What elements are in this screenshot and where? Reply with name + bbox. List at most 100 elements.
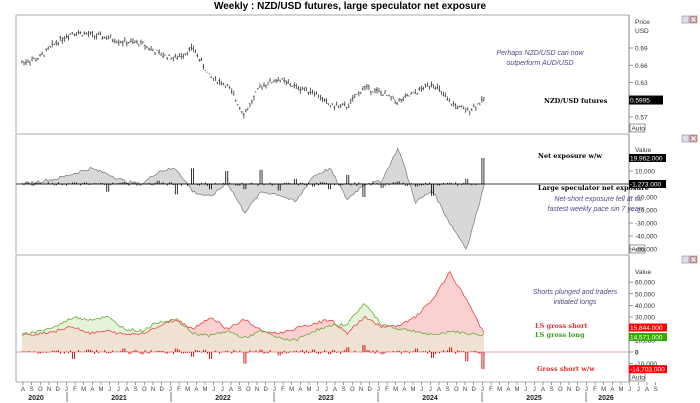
net-tick: -10,000 (635, 195, 657, 202)
price-tick: 0.57 (635, 115, 648, 122)
price-axis-header: Price (635, 19, 650, 26)
svg-text:S: S (446, 387, 450, 393)
year-label: 2023 (318, 395, 334, 402)
gross-tick: 60,000 (635, 280, 655, 287)
svg-text:A: A (437, 387, 441, 393)
svg-text:A: A (333, 387, 337, 393)
svg-text:Auto: Auto (632, 375, 646, 382)
svg-text:F: F (281, 387, 285, 393)
svg-text:N: N (47, 387, 51, 393)
svg-text:A: A (298, 387, 302, 393)
svg-text:USD: USD (635, 28, 649, 35)
auto-scale-button[interactable]: Auto (629, 123, 646, 133)
svg-text:N: N (359, 387, 363, 393)
gross-tick: 50,000 (635, 291, 655, 298)
svg-text:M: M (515, 387, 520, 393)
svg-text:19,962.000: 19,962.000 (630, 156, 663, 163)
gross-short-label: LS gross short (535, 322, 588, 330)
gross-overlap-area (22, 316, 484, 352)
svg-text:D: D (55, 387, 60, 393)
net-tick: -50,000 (635, 247, 657, 254)
maximize-icon[interactable] (681, 255, 690, 264)
auto-scale-button[interactable]: Auto (629, 372, 646, 382)
svg-text:F: F (73, 387, 77, 393)
svg-text:A: A (610, 387, 614, 393)
svg-text:S: S (134, 387, 138, 393)
year-label: 2024 (422, 395, 438, 402)
svg-text:A: A (194, 387, 198, 393)
svg-text:A: A (229, 387, 233, 393)
svg-text:A: A (645, 387, 649, 393)
net-ww-tag (629, 154, 666, 162)
price-tick: 0.63 (635, 80, 648, 87)
svg-text:M: M (619, 387, 624, 393)
year-label: 2026 (598, 395, 614, 402)
year-label: 2025 (526, 395, 542, 402)
svg-text:-14,703.000: -14,703.000 (630, 367, 665, 374)
svg-text:J: J (524, 387, 527, 393)
gross-ww-bars (21, 345, 485, 370)
net-tick: -20,000 (635, 208, 657, 215)
gross-long-line (21, 302, 485, 342)
price-series-label: NZD/USD futures (544, 97, 608, 105)
svg-text:J: J (221, 387, 224, 393)
svg-text:Value: Value (635, 269, 652, 276)
svg-text:S: S (238, 387, 242, 393)
svg-text:0.5995: 0.5995 (630, 98, 650, 105)
svg-text:J: J (316, 387, 319, 393)
svg-text:Value: Value (635, 147, 652, 154)
maximize-icon[interactable] (681, 15, 690, 24)
svg-text:J: J (637, 387, 640, 393)
svg-text:M: M (411, 387, 416, 393)
gross-ww-tag (629, 365, 667, 374)
price-tick: 0.66 (635, 63, 648, 70)
price-bars (20, 30, 485, 119)
gross-tick: 30,000 (635, 315, 655, 322)
svg-text:F: F (593, 387, 597, 393)
year-label: 2022 (215, 395, 231, 402)
svg-text:M: M (203, 387, 208, 393)
gross-ww-label: Gross short w/w (537, 365, 595, 373)
svg-text:F: F (385, 387, 389, 393)
last-price-tag (629, 95, 663, 105)
pane-window-controls[interactable] (681, 255, 698, 264)
svg-text:J: J (420, 387, 423, 393)
svg-text:O: O (558, 387, 563, 393)
svg-text:J: J (628, 387, 631, 393)
svg-text:Auto: Auto (632, 126, 646, 133)
svg-text:J: J (325, 387, 328, 393)
svg-text:F: F (177, 387, 181, 393)
gross-short-line (21, 270, 485, 337)
svg-text:D: D (575, 387, 580, 393)
net-exposure-area (21, 147, 485, 250)
svg-text:O: O (246, 387, 251, 393)
svg-text:Auto: Auto (632, 247, 646, 254)
price-annotation: Perhaps NZD/USD can now (496, 50, 584, 57)
gross-tick: 0 (635, 350, 639, 357)
pane-window-controls[interactable] (681, 134, 698, 143)
net-series-label: Large speculator net exposure (538, 184, 649, 192)
svg-text:A: A (506, 387, 510, 393)
pane-window-controls[interactable] (681, 15, 698, 24)
svg-text:O: O (142, 387, 147, 393)
svg-text:J: J (212, 387, 215, 393)
svg-text:M: M (393, 387, 398, 393)
net-ww-bars (21, 158, 485, 197)
svg-text:J: J (533, 387, 536, 393)
year-label: 2021 (111, 395, 127, 402)
gross-tick: 40,000 (635, 303, 655, 310)
svg-text:J: J (169, 387, 172, 393)
svg-text:D: D (471, 387, 476, 393)
svg-text:D: D (263, 387, 268, 393)
svg-text:M: M (81, 387, 86, 393)
svg-text:M: M (99, 387, 104, 393)
svg-text:N: N (463, 387, 467, 393)
svg-text:M: M (307, 387, 312, 393)
svg-text:-1,273.000: -1,273.000 (630, 182, 661, 189)
maximize-icon[interactable] (681, 134, 690, 143)
svg-text:S: S (30, 387, 34, 393)
svg-text:N: N (567, 387, 571, 393)
svg-text:A: A (125, 387, 129, 393)
svg-text:O: O (38, 387, 43, 393)
